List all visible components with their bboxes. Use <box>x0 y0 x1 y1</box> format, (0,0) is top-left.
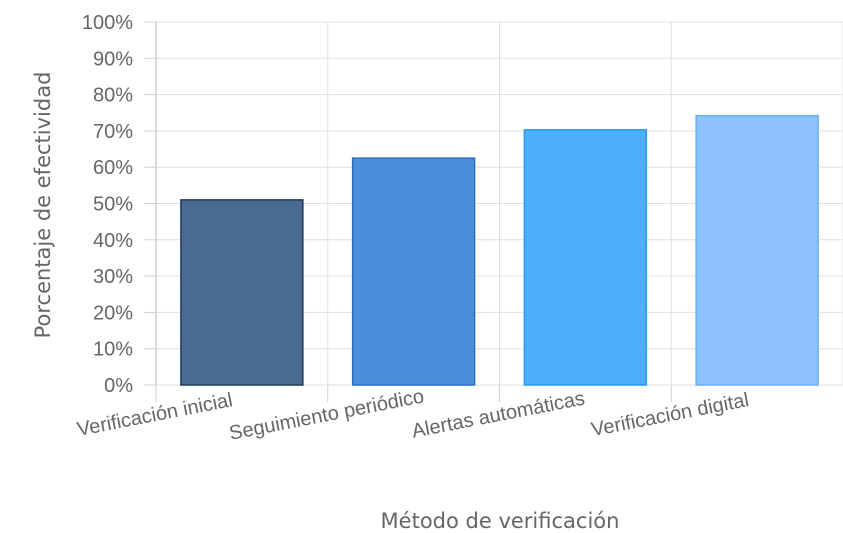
y-tick-label: 20% <box>93 302 133 324</box>
y-tick-label: 60% <box>93 157 133 179</box>
y-tick-label: 10% <box>93 339 133 361</box>
bar <box>180 199 304 386</box>
y-tick-label: 50% <box>93 194 133 216</box>
y-tick-label: 100% <box>82 12 133 34</box>
x-tick-label: Seguimiento periódico <box>227 385 425 444</box>
y-tick-label: 70% <box>93 121 133 143</box>
x-tick-label: Alertas automáticas <box>410 388 587 443</box>
y-axis-ticks: 0% 10% 20% 30% 40% 50% 60% 70% 80% 90% 100% <box>82 12 156 397</box>
bar <box>523 129 648 386</box>
y-tick-label: 40% <box>93 230 133 252</box>
x-tick-label: Verificación inicial <box>75 389 234 441</box>
y-tick-label: 0% <box>104 375 133 397</box>
y-axis-title: Porcentaje de efectividad <box>31 72 55 339</box>
bar <box>351 157 476 386</box>
bar <box>695 114 819 386</box>
y-tick-label: 30% <box>93 266 133 288</box>
y-tick-label: 90% <box>93 48 133 70</box>
y-tick-label: 80% <box>93 85 133 107</box>
x-axis-title: Método de verificación <box>381 509 620 533</box>
x-tick-label: Verificación digital <box>589 389 750 441</box>
bars <box>180 114 819 386</box>
